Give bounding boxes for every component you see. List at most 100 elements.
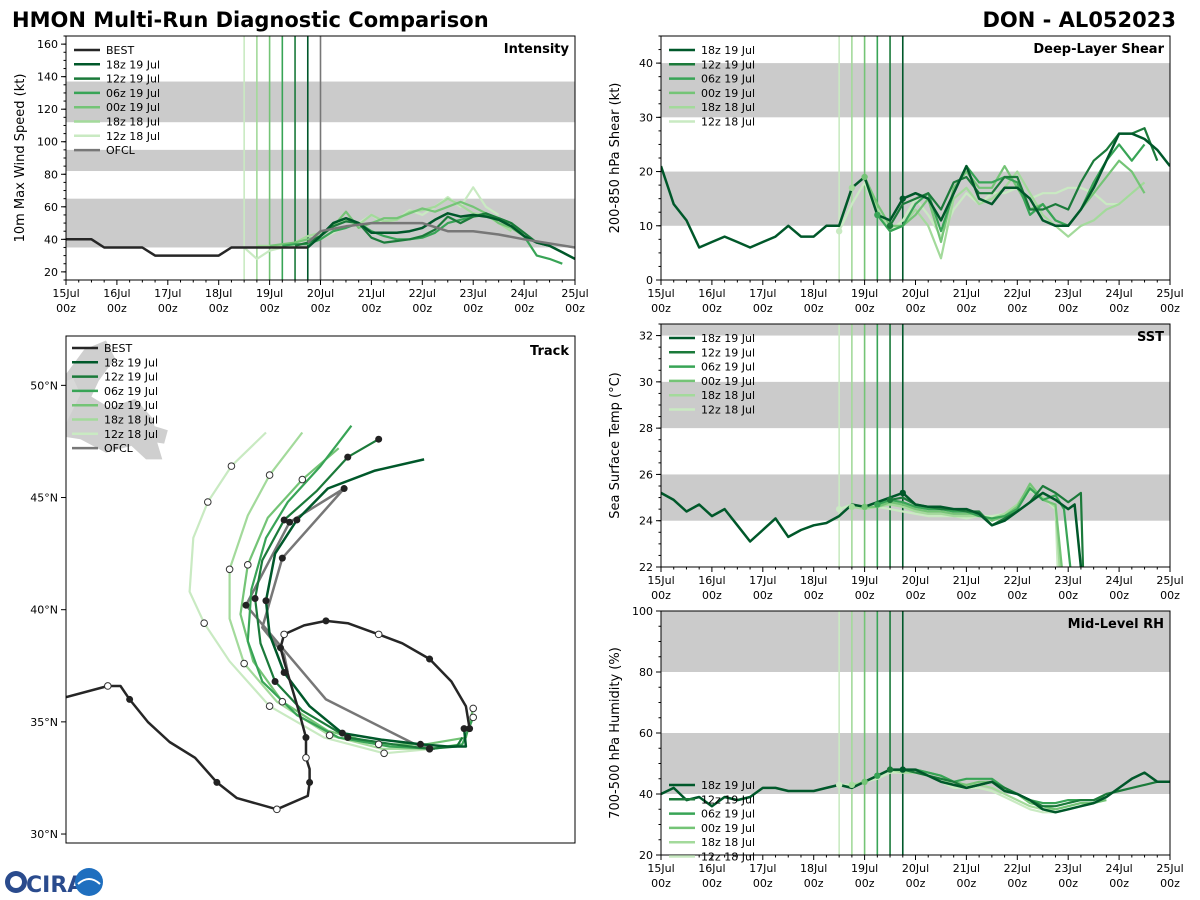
sst-y-tick-label: 28 (639, 422, 653, 435)
sst-series-06z-19-jul (876, 487, 1072, 567)
track-lat-label: 50°N (30, 379, 58, 392)
sst-y-tick-label: 24 (639, 515, 653, 528)
avalon-peninsula (149, 425, 168, 444)
x-tick-hour: 00z (514, 302, 534, 315)
shear-legend-label-12z-18-jul: 12z 18 Jul (701, 116, 755, 129)
x-tick-day: 23Jul (1055, 287, 1082, 300)
intensity-legend-label-18z-19-jul: 18z 19 Jul (106, 58, 160, 71)
intensity-legend-label-12z-19-jul: 12z 19 Jul (106, 73, 160, 86)
track-panel-title: Track (530, 344, 569, 359)
x-tick-hour: 00z (1007, 877, 1027, 890)
x-tick-hour: 00z (702, 302, 722, 315)
track-marker-open-18z-18-jul (325, 731, 334, 740)
x-tick-hour: 00z (1058, 589, 1078, 602)
sst-x-tick-label: 21Jul 00z (953, 574, 980, 602)
track-marker-filled-best (126, 695, 134, 703)
shear-series-18z-19-jul (661, 132, 1170, 249)
x-tick-day: 17Jul (154, 287, 181, 300)
newfoundland-landmass (66, 340, 163, 460)
intensity-legend-label-ofcl: OFCL (106, 144, 136, 157)
track-legend-label-12z-18-jul: 12z 18 Jul (104, 428, 158, 441)
x-tick-hour: 00z (1160, 589, 1180, 602)
track-marker-open-12z-18-jul (265, 702, 274, 710)
x-tick-hour: 00z (463, 302, 483, 315)
x-tick-day: 19Jul (851, 287, 878, 300)
rh-y-axis-label: 700-500 hPa Humidity (%) (608, 647, 623, 819)
x-tick-hour: 00z (855, 589, 875, 602)
sst-series-00z-19-jul (864, 482, 1063, 567)
track-map-content (66, 340, 478, 814)
x-tick-day: 16Jul (103, 287, 130, 300)
sst-x-tick-label: 24Jul 00z (1105, 574, 1132, 602)
intensity-legend-label-best: BEST (106, 44, 134, 57)
rh-init-marker (861, 778, 868, 785)
figure-title: HMON Multi-Run Diagnostic Comparison (12, 8, 489, 32)
rh-init-marker (835, 781, 843, 789)
track-marker-open-best (273, 805, 281, 814)
x-tick-day: 25Jul (561, 287, 588, 300)
x-tick-day: 18Jul (800, 287, 827, 300)
track-marker-filled-12z-19-jul (280, 516, 288, 524)
x-tick-day: 23Jul (460, 287, 487, 300)
shear-series-00z-19-jul (863, 159, 1146, 244)
track-legend-label-06z-19-jul: 06z 19 Jul (104, 385, 158, 398)
x-tick-day: 16Jul (698, 862, 725, 875)
x-tick-day: 19Jul (851, 574, 878, 587)
x-tick-hour: 00z (906, 302, 926, 315)
track-legend-label-best: BEST (104, 342, 132, 355)
rh-x-tick-label: 15Jul 00z (647, 862, 674, 890)
x-tick-hour: 00z (412, 302, 432, 315)
x-tick-day: 22Jul (409, 287, 436, 300)
track-marker-filled-12z-19-jul (344, 734, 352, 742)
sst-legend-label-18z-19-jul: 18z 19 Jul (701, 332, 755, 345)
rh-x-tick-label: 22Jul 00z (1004, 862, 1031, 890)
x-tick-hour: 00z (651, 302, 671, 315)
shear-legend-label-06z-19-jul: 06z 19 Jul (701, 73, 755, 86)
intensity-x-tick-label: 25Jul 00z (561, 287, 588, 315)
rh-x-tick-label: 20Jul 00z (902, 862, 929, 890)
rh-legend-label-18z-18-jul: 18z 18 Jul (701, 836, 755, 849)
x-tick-day: 15Jul (52, 287, 79, 300)
intensity-x-tick-label: 15Jul 00z (52, 287, 79, 315)
x-tick-day: 17Jul (749, 862, 776, 875)
rh-shaded-band (661, 733, 1170, 794)
x-tick-day: 21Jul (953, 862, 980, 875)
rh-shaded-band (661, 611, 1170, 672)
x-tick-day: 24Jul (510, 287, 537, 300)
sst-y-tick-label: 22 (639, 561, 653, 574)
sst-init-marker (886, 496, 894, 504)
x-tick-hour: 00z (1007, 302, 1027, 315)
rh-panel: 15Jul 00z 16Jul 00z 17Jul 00z 18Jul 00z 19Jul 00z… (608, 605, 1184, 890)
track-series-00z-19-jul (239, 447, 475, 746)
x-tick-hour: 00z (158, 302, 178, 315)
x-tick-day: 22Jul (1004, 287, 1031, 300)
sst-y-tick-label: 32 (639, 330, 653, 343)
x-tick-day: 22Jul (1004, 574, 1031, 587)
intensity-panel-title: Intensity (504, 42, 570, 57)
rh-y-tick-label: 80 (639, 666, 653, 679)
x-tick-hour: 00z (1160, 302, 1180, 315)
x-tick-hour: 00z (1109, 589, 1129, 602)
rh-panel-title: Mid-Level RH (1068, 617, 1164, 632)
sst-x-tick-label: 22Jul 00z (1004, 574, 1031, 602)
sst-panel-title: SST (1137, 330, 1164, 345)
intensity-x-tick-label: 20Jul 00z (307, 287, 334, 315)
x-tick-hour: 00z (362, 302, 382, 315)
x-tick-hour: 00z (702, 589, 722, 602)
shear-x-tick-label: 22Jul 00z (1004, 287, 1031, 315)
track-marker-open-00z-19-jul (278, 697, 287, 706)
shear-y-tick-label: 30 (639, 111, 653, 124)
intensity-legend-label-18z-18-jul: 18z 18 Jul (106, 116, 160, 129)
intensity-x-tick-label: 17Jul 00z (154, 287, 181, 315)
sst-legend-label-00z-19-jul: 00z 19 Jul (701, 375, 755, 388)
sst-x-tick-label: 19Jul 00z (851, 574, 878, 602)
track-marker-open-best (104, 682, 112, 690)
x-tick-hour: 00z (804, 877, 824, 890)
sst-x-tick-label: 25Jul 00z (1156, 574, 1183, 602)
sst-init-marker (899, 489, 906, 497)
x-tick-hour: 00z (906, 877, 926, 890)
x-tick-day: 18Jul (205, 287, 232, 300)
x-tick-hour: 00z (1160, 877, 1180, 890)
